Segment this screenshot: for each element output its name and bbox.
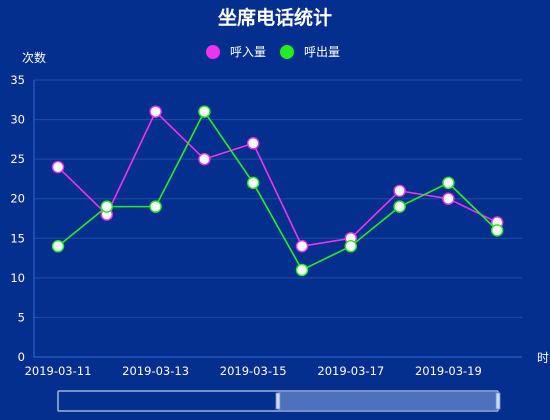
- y-tick-label: 15: [10, 231, 25, 245]
- legend[interactable]: 呼入量 呼出量: [206, 45, 340, 59]
- y-tick-label: 5: [18, 310, 25, 324]
- y-tick-label: 20: [10, 192, 25, 206]
- x-axis-ticks: 2019-03-11 2019-03-13 2019-03-15 2019-03-17…: [25, 364, 482, 378]
- data-point[interactable]: [393, 184, 406, 198]
- data-zoom-handle-left[interactable]: [275, 392, 281, 410]
- series: [51, 105, 504, 277]
- y-tick-label: 35: [10, 73, 25, 87]
- chart-title: 坐席电话统计: [218, 6, 332, 29]
- data-point[interactable]: [198, 105, 211, 118]
- data-point[interactable]: [51, 239, 65, 253]
- legend-item-outbound[interactable]: 呼出量: [280, 45, 340, 59]
- x-tick-label: 2019-03-13: [122, 364, 189, 378]
- legend-marker-inbound: [206, 45, 220, 59]
- y-axis-ticks: 0 5 10 15 20 25 30 35: [10, 73, 25, 364]
- data-point[interactable]: [246, 176, 260, 190]
- x-axis-name: 时: [537, 351, 549, 365]
- y-tick-label: 25: [10, 152, 25, 166]
- data-point[interactable]: [100, 200, 114, 213]
- series-line: [57, 110, 498, 271]
- data-point[interactable]: [393, 200, 406, 213]
- legend-label-outbound: 呼出量: [304, 45, 340, 59]
- data-point[interactable]: [198, 152, 211, 166]
- x-tick-label: 2019-03-15: [220, 364, 287, 378]
- data-point[interactable]: [442, 192, 455, 205]
- grid: [33, 79, 522, 358]
- data-point[interactable]: [149, 200, 162, 213]
- series-inbound: [51, 105, 504, 253]
- x-tick-label: 2019-03-19: [415, 364, 482, 378]
- x-tick-label: 2019-03-11: [25, 364, 92, 378]
- data-point[interactable]: [295, 239, 309, 253]
- data-point[interactable]: [246, 137, 260, 150]
- data-zoom-handle-right[interactable]: [495, 392, 501, 410]
- x-tick-label: 2019-03-17: [317, 364, 384, 378]
- y-tick-label: 0: [18, 350, 25, 364]
- data-zoom-slider[interactable]: [57, 390, 501, 412]
- series-outbound: [51, 105, 504, 277]
- data-point[interactable]: [344, 239, 357, 253]
- legend-item-inbound[interactable]: 呼入量: [206, 45, 266, 59]
- data-point[interactable]: [442, 176, 455, 190]
- data-point[interactable]: [295, 263, 309, 277]
- data-point[interactable]: [149, 105, 162, 118]
- legend-label-inbound: 呼入量: [230, 45, 266, 59]
- data-point[interactable]: [491, 224, 504, 237]
- data-zoom-window[interactable]: [278, 392, 498, 410]
- legend-marker-outbound: [280, 45, 294, 59]
- y-axis-name: 次数: [22, 50, 46, 65]
- y-tick-label: 10: [10, 271, 25, 285]
- data-point[interactable]: [51, 160, 65, 174]
- y-tick-label: 30: [10, 113, 25, 127]
